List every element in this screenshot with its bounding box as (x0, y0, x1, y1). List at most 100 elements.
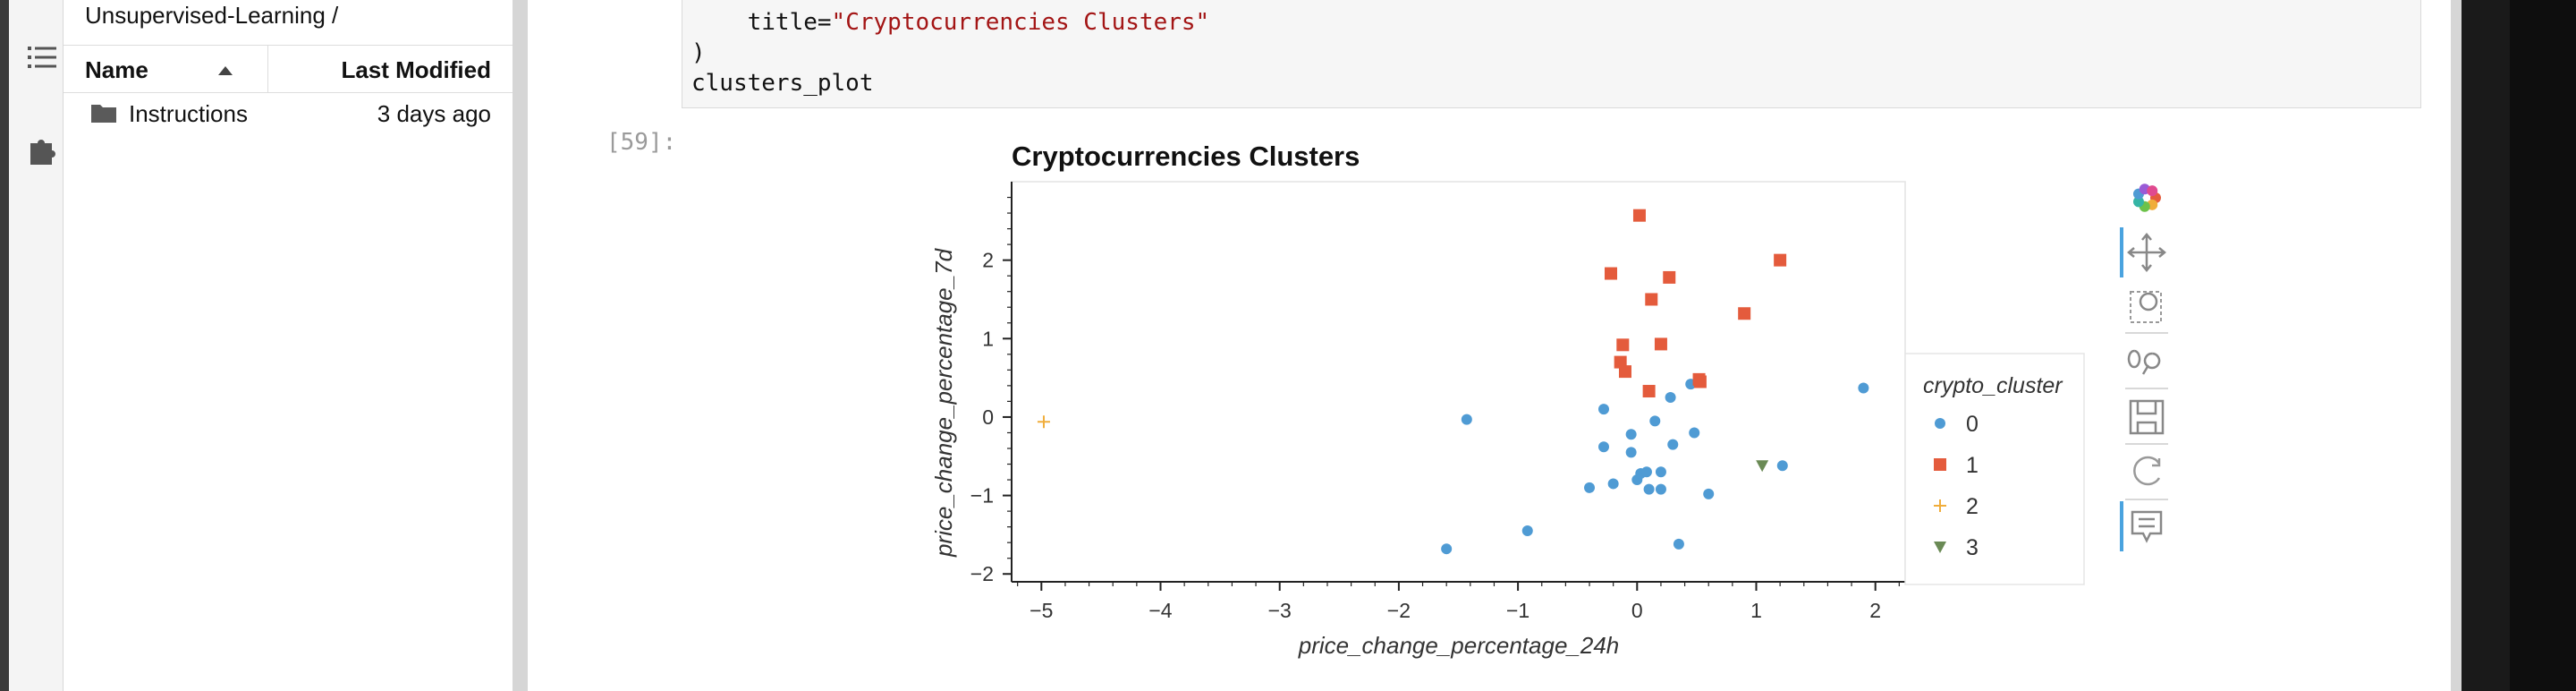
y-tick-label: 0 (982, 405, 994, 429)
pan-icon[interactable] (2127, 233, 2166, 272)
data-point-cluster-0 (1643, 483, 1655, 495)
data-point-cluster-0 (1665, 392, 1676, 404)
logo-segment (2132, 196, 2144, 208)
window-edge (0, 0, 9, 691)
data-point-cluster-0 (1625, 447, 1637, 458)
data-point-cluster-0 (1673, 538, 1684, 550)
data-point-cluster-1 (1616, 338, 1630, 352)
notebook-panel: title="Cryptocurrencies Clusters" ) clus… (528, 0, 2451, 691)
y-tick-label: 2 (982, 249, 994, 272)
reset-icon[interactable] (2133, 456, 2161, 486)
active-tool-indicator (2120, 227, 2123, 277)
bokeh-logo-icon[interactable] (2132, 183, 2161, 212)
axes: −5 −4 −3 −2 −1 0 1 2 −2 −1 0 1 2 (970, 181, 1906, 622)
column-divider[interactable] (267, 46, 268, 92)
data-point-cluster-0 (1649, 415, 1661, 427)
legend-marker-cluster-3 (1934, 542, 1946, 553)
wheel-zoom-icon[interactable] (2127, 349, 2161, 375)
data-point-cluster-0 (1655, 483, 1666, 495)
legend-label: 3 (1966, 535, 1979, 560)
y-tick-label: −1 (970, 484, 994, 508)
code-text: title= (691, 9, 832, 36)
data-points (1037, 209, 1869, 555)
data-point-cluster-0 (1441, 543, 1453, 555)
file-modified-date: 3 days ago (377, 100, 491, 127)
data-point-cluster-1 (1632, 209, 1646, 222)
code-cell[interactable]: title="Cryptocurrencies Clusters" ) clus… (682, 0, 2421, 108)
logo-segment (2147, 185, 2158, 197)
legend-marker-cluster-1 (1934, 458, 1946, 471)
list-icon[interactable] (25, 39, 61, 75)
magnifier-lens (2139, 292, 2158, 311)
legend-marker-cluster-2 (1934, 499, 1946, 512)
legend-label: 1 (1966, 453, 1979, 478)
box-zoom-frame (2130, 291, 2162, 323)
data-point-cluster-0 (1689, 427, 1700, 439)
data-point-cluster-0 (1640, 466, 1652, 478)
plot-frame (1011, 181, 1906, 583)
x-tick-label: −4 (1148, 599, 1172, 622)
data-point-cluster-1 (1654, 337, 1667, 351)
data-point-cluster-0 (1598, 404, 1610, 415)
dark-background-edge (2510, 0, 2576, 691)
file-row-instructions[interactable]: Instructions 3 days ago (64, 93, 513, 134)
save-icon[interactable] (2129, 399, 2165, 435)
file-list-header: Name Last Modified (64, 45, 513, 93)
y-tick-label: −2 (970, 562, 994, 585)
plot-toolbar (2120, 183, 2168, 551)
puzzle-piece-icon[interactable] (25, 132, 61, 168)
data-point-cluster-0 (1858, 382, 1869, 394)
x-tick-label: 2 (1869, 599, 1881, 622)
y-tick-label: 1 (982, 327, 994, 350)
column-header-name[interactable]: Name (85, 56, 148, 83)
legend-label: 0 (1966, 412, 1979, 437)
file-name: Instructions (129, 100, 248, 127)
hover-icon[interactable] (2131, 510, 2163, 543)
data-point-cluster-1 (1618, 365, 1631, 379)
x-tick-label: −3 (1268, 599, 1292, 622)
execution-prompt: [59]: (606, 129, 677, 156)
code-line: ) (691, 39, 706, 66)
column-header-last-modified[interactable]: Last Modified (341, 56, 491, 83)
x-tick-label: 0 (1631, 599, 1643, 622)
data-point-cluster-1 (1693, 375, 1707, 388)
data-point-cluster-0 (1667, 439, 1679, 450)
data-point-cluster-1 (1774, 253, 1787, 267)
legend: crypto_cluster 0 1 2 3 (1904, 353, 2085, 585)
box-zoom-icon[interactable] (2130, 291, 2162, 323)
data-point-cluster-0 (1703, 488, 1715, 499)
code-string: "Cryptocurrencies Clusters" (831, 9, 1210, 36)
x-tick-label: −5 (1030, 599, 1053, 622)
legend-label: 2 (1966, 494, 1979, 519)
legend-title: crypto_cluster (1923, 373, 2063, 398)
data-point-cluster-0 (1776, 460, 1788, 472)
data-point-cluster-0 (1625, 429, 1637, 440)
x-tick-label: 1 (1750, 599, 1762, 622)
data-point-cluster-0 (1584, 482, 1596, 493)
data-point-cluster-0 (1607, 478, 1619, 490)
data-point-cluster-2 (1037, 415, 1050, 429)
data-point-cluster-1 (1604, 267, 1617, 280)
x-tick-label: −2 (1387, 599, 1411, 622)
data-point-cluster-1 (1645, 293, 1658, 306)
data-point-cluster-0 (1461, 414, 1472, 425)
legend-marker-cluster-0 (1935, 418, 1945, 429)
x-axis-label: price_change_percentage_24h (1298, 632, 1620, 659)
data-point-cluster-1 (1738, 307, 1751, 320)
active-tool-indicator (2120, 501, 2123, 551)
data-point-cluster-1 (1663, 270, 1676, 284)
data-point-cluster-3 (1756, 460, 1769, 473)
data-point-cluster-0 (1521, 525, 1533, 537)
data-point-cluster-0 (1655, 466, 1666, 478)
breadcrumb[interactable]: Unsupervised-Learning / (85, 2, 339, 29)
x-tick-label: −1 (1506, 599, 1530, 622)
code-line: clusters_plot (691, 70, 874, 97)
panel-splitter[interactable] (513, 0, 528, 691)
sort-ascending-icon[interactable] (217, 64, 233, 81)
code-line: title="Cryptocurrencies Clusters" (691, 7, 1210, 38)
right-panel-splitter[interactable] (2451, 0, 2462, 691)
folder-icon (90, 102, 117, 128)
file-browser: Unsupervised-Learning / Name Last Modifi… (64, 0, 514, 691)
data-point-cluster-1 (1614, 355, 1627, 369)
